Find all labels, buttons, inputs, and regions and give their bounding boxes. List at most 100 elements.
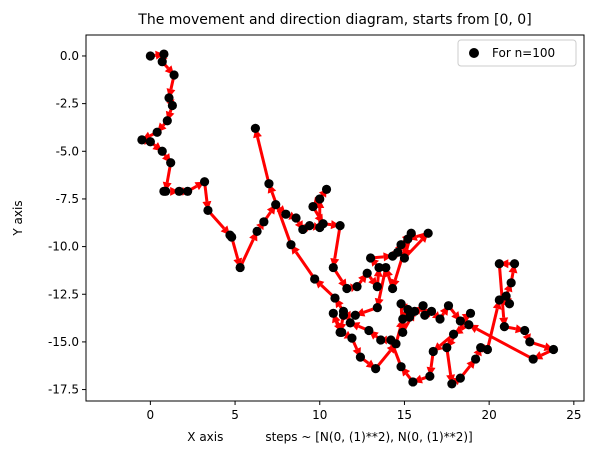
data-point xyxy=(352,282,362,292)
step-arrow-shaft xyxy=(485,308,499,350)
step-arrow-head xyxy=(446,374,456,384)
y-tick-label: -2.5 xyxy=(56,97,79,111)
legend-entry-label: For n=100 xyxy=(492,46,555,60)
data-point xyxy=(183,186,193,196)
data-point xyxy=(442,343,452,353)
data-point xyxy=(396,299,406,309)
step-arrow-head xyxy=(330,257,340,268)
step-arrow-head xyxy=(383,252,393,262)
data-point xyxy=(426,306,437,317)
data-point xyxy=(235,262,245,273)
data-point xyxy=(162,116,172,126)
y-tick-label: 0.0 xyxy=(60,49,79,63)
data-point xyxy=(470,354,481,364)
data-point xyxy=(271,200,281,210)
data-point xyxy=(145,137,155,147)
data-point xyxy=(372,282,382,292)
step-arrow-shaft xyxy=(294,251,316,280)
data-point xyxy=(157,146,167,156)
step-arrow-shaft xyxy=(333,225,342,259)
data-point xyxy=(174,186,184,196)
x-tick-label: 25 xyxy=(566,408,581,422)
data-point xyxy=(328,308,338,318)
y-tick-label: -15.0 xyxy=(48,335,79,349)
data-point xyxy=(145,51,155,61)
data-point xyxy=(435,314,445,324)
data-point xyxy=(318,219,328,229)
x-tick-label: 5 xyxy=(231,408,239,422)
data-point xyxy=(376,335,386,345)
data-point xyxy=(371,363,381,374)
data-point xyxy=(159,186,169,196)
y-axis-label: Y axis xyxy=(11,200,25,236)
data-point xyxy=(321,184,332,195)
step-arrow xyxy=(330,225,342,268)
data-point xyxy=(386,335,396,345)
data-point xyxy=(298,224,308,235)
data-point xyxy=(286,240,296,250)
data-point xyxy=(252,226,262,236)
data-point xyxy=(337,327,347,337)
data-point xyxy=(381,262,391,273)
data-point xyxy=(482,344,493,355)
data-point xyxy=(227,232,237,242)
data-point xyxy=(520,325,530,336)
data-point xyxy=(528,354,538,364)
data-point xyxy=(328,262,338,273)
step-arrow-head xyxy=(426,366,436,377)
step-arrow-head xyxy=(373,267,383,277)
data-point xyxy=(423,228,433,238)
step-arrow-shaft xyxy=(497,263,506,318)
points-layer xyxy=(137,49,559,389)
data-point xyxy=(420,310,430,320)
data-point xyxy=(157,57,167,67)
step-arrow-head xyxy=(499,317,509,327)
data-point xyxy=(203,205,213,215)
data-point xyxy=(199,177,210,187)
data-point xyxy=(308,201,318,212)
data-point xyxy=(387,283,398,294)
data-point xyxy=(166,158,176,168)
step-arrow xyxy=(497,263,509,327)
step-arrow-shaft xyxy=(238,238,255,269)
data-point xyxy=(315,194,325,204)
data-point xyxy=(404,312,415,322)
data-point xyxy=(509,259,520,269)
data-point xyxy=(355,352,366,362)
data-point xyxy=(350,310,360,320)
data-point xyxy=(443,301,454,311)
data-point xyxy=(525,337,535,347)
step-arrow-shaft xyxy=(476,327,534,361)
data-point xyxy=(167,100,177,111)
data-point xyxy=(362,268,372,278)
data-point xyxy=(338,306,349,317)
data-point xyxy=(372,302,382,313)
data-point xyxy=(396,362,406,372)
legend-marker xyxy=(469,48,479,58)
data-point xyxy=(393,247,403,257)
data-point xyxy=(425,371,435,381)
data-point xyxy=(169,70,179,80)
step-arrow-head xyxy=(202,200,212,211)
x-tick-label: 0 xyxy=(147,408,155,422)
data-point xyxy=(335,221,345,231)
data-point xyxy=(399,253,410,263)
data-point xyxy=(465,308,476,318)
y-tick-label: -10.0 xyxy=(48,240,79,254)
step-arrow-shaft xyxy=(377,267,388,300)
data-point xyxy=(304,221,315,231)
data-point xyxy=(259,217,269,227)
data-point xyxy=(159,49,169,59)
data-point xyxy=(418,301,428,311)
data-point xyxy=(250,123,260,134)
data-point xyxy=(499,322,509,332)
data-point xyxy=(504,299,515,309)
y-tick-label: -12.5 xyxy=(48,287,79,301)
data-point xyxy=(310,274,320,284)
y-axis-ticks: 0.0 -2.5 -5.0 -7.5 -10.0 -12.5 -15.0 -17.5 xyxy=(48,49,86,397)
x-tick-label: 10 xyxy=(312,408,327,422)
data-point xyxy=(291,213,301,223)
data-point xyxy=(364,325,374,336)
data-point xyxy=(330,293,340,303)
